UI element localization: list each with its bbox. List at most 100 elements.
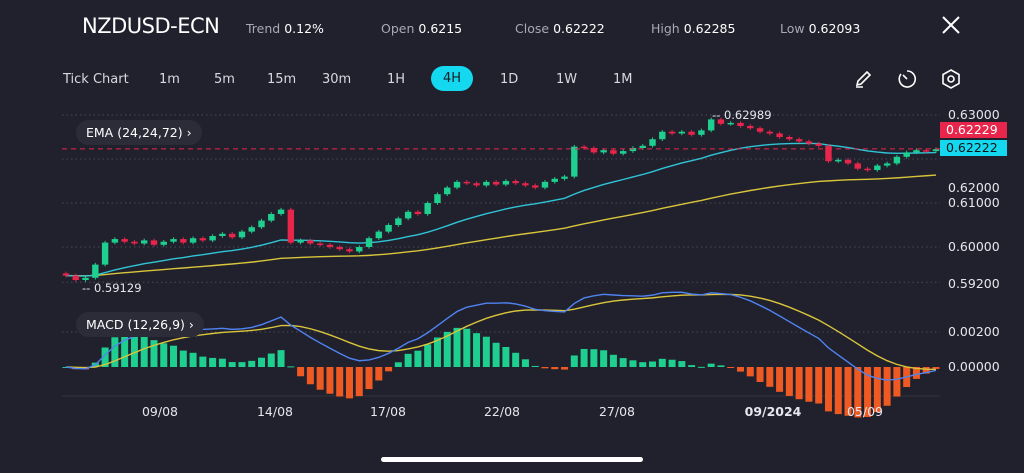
macd-histogram-bar xyxy=(766,367,774,387)
high-marker-label: -- 0.62989 xyxy=(712,108,772,122)
candle-body xyxy=(228,233,236,238)
macd-histogram-bar xyxy=(551,367,559,370)
candle-body xyxy=(795,139,803,142)
candle-body xyxy=(444,187,451,195)
macd-histogram-bar xyxy=(140,335,148,367)
candle-body xyxy=(571,146,578,177)
macd-histogram-bar xyxy=(688,365,696,367)
macd-histogram-bar xyxy=(170,345,178,367)
macd-histogram-bar xyxy=(179,350,187,367)
timeframe-1w[interactable]: 1W xyxy=(556,72,578,87)
close-value: 0.62222 xyxy=(553,21,605,36)
candle-body xyxy=(805,141,813,144)
candle-body xyxy=(766,131,774,134)
home-indicator[interactable] xyxy=(381,457,643,462)
candle-body xyxy=(874,165,881,170)
low-label: Low xyxy=(780,21,805,36)
candle-body xyxy=(600,150,607,153)
candle-body xyxy=(453,181,461,188)
price-axis-label: 0.59200 xyxy=(948,276,1000,291)
candle-body xyxy=(717,119,725,124)
candle-body xyxy=(854,163,861,169)
timeframe-1d[interactable]: 1D xyxy=(500,72,519,87)
candle-body xyxy=(72,275,79,280)
candle-body xyxy=(62,273,70,276)
candle-body xyxy=(209,236,216,241)
macd-histogram-bar xyxy=(668,359,676,367)
candle-body xyxy=(483,181,490,186)
macd-histogram-bar xyxy=(287,366,295,368)
candle-body xyxy=(668,131,676,134)
timeframe-30m[interactable]: 30m xyxy=(322,72,352,87)
candle-body xyxy=(258,220,265,228)
timeframe-1m[interactable]: 1m xyxy=(159,72,180,87)
candle-body xyxy=(92,264,99,278)
symbol-title: NZDUSD-ECN xyxy=(82,14,220,38)
timeframe-4h[interactable]: 4H xyxy=(431,66,474,91)
ema-indicator-button[interactable]: EMA (24,24,72) › xyxy=(76,120,202,145)
low-stat: Low 0.62093 xyxy=(780,21,860,36)
timeframe-15m[interactable]: 15m xyxy=(267,72,297,87)
timeframe-5m[interactable]: 5m xyxy=(214,72,235,87)
candle-body xyxy=(512,181,519,184)
macd-histogram-bar xyxy=(649,361,657,367)
pencil-icon[interactable] xyxy=(852,68,874,90)
timeframe-1h[interactable]: 1H xyxy=(387,72,406,87)
macd-histogram-bar xyxy=(394,362,402,367)
macd-histogram-bar xyxy=(365,367,373,390)
timeframe-tick-chart[interactable]: Tick Chart xyxy=(63,72,129,87)
macd-histogram-bar xyxy=(277,350,285,367)
timeframe-1mo[interactable]: 1M xyxy=(613,72,633,87)
x-axis-label: 22/08 xyxy=(483,404,521,419)
candle-body xyxy=(864,168,871,171)
macd-histogram-bar xyxy=(385,367,393,372)
candle-body xyxy=(532,185,539,188)
macd-histogram-bar xyxy=(590,349,598,367)
close-x-icon[interactable] xyxy=(940,14,962,36)
macd-histogram-bar xyxy=(561,367,569,370)
candle-body xyxy=(923,150,930,152)
candle-body xyxy=(590,148,598,153)
candle-body xyxy=(737,122,744,126)
macd-histogram-bar xyxy=(619,358,627,367)
macd-histogram-bar xyxy=(746,367,754,377)
open-value: 0.6215 xyxy=(418,21,463,36)
macd-histogram-bar xyxy=(473,333,481,367)
candle-body xyxy=(463,181,470,184)
trend-label: Trend xyxy=(246,21,281,36)
candle-body xyxy=(649,139,656,146)
macd-histogram-bar xyxy=(512,352,520,367)
price-axis-label: 0.61000 xyxy=(948,195,1000,210)
macd-histogram-bar xyxy=(834,367,842,415)
timer-icon[interactable] xyxy=(896,68,918,90)
candle-body xyxy=(424,203,431,214)
candle-body xyxy=(180,239,187,243)
candle-body xyxy=(365,238,373,247)
candle-body xyxy=(756,128,764,132)
candle-body xyxy=(844,159,852,164)
hexagon-settings-icon[interactable] xyxy=(940,68,962,90)
macd-histogram-bar xyxy=(756,367,764,382)
macd-indicator-button[interactable]: MACD (12,26,9) › xyxy=(76,312,204,337)
macd-histogram-bar xyxy=(375,367,383,381)
x-axis-label: 27/08 xyxy=(598,404,636,419)
candle-body xyxy=(610,150,617,154)
macd-histogram-bar xyxy=(414,350,422,367)
candle-body xyxy=(707,119,715,131)
open-label: Open xyxy=(381,21,415,36)
macd-histogram-bar xyxy=(218,358,226,367)
high-label: High xyxy=(651,21,680,36)
macd-histogram-bar xyxy=(297,367,305,377)
macd-histogram-bar xyxy=(600,350,608,367)
macd-histogram-bar xyxy=(912,367,920,379)
candle-body xyxy=(551,178,558,182)
candle-body xyxy=(776,133,783,137)
macd-histogram-bar xyxy=(658,358,666,367)
candle-body xyxy=(522,183,529,186)
candle-body xyxy=(141,240,148,244)
candle-body xyxy=(395,218,402,225)
macd-histogram-bar xyxy=(130,334,138,367)
candle-body xyxy=(287,209,295,243)
candle-body xyxy=(903,152,910,157)
